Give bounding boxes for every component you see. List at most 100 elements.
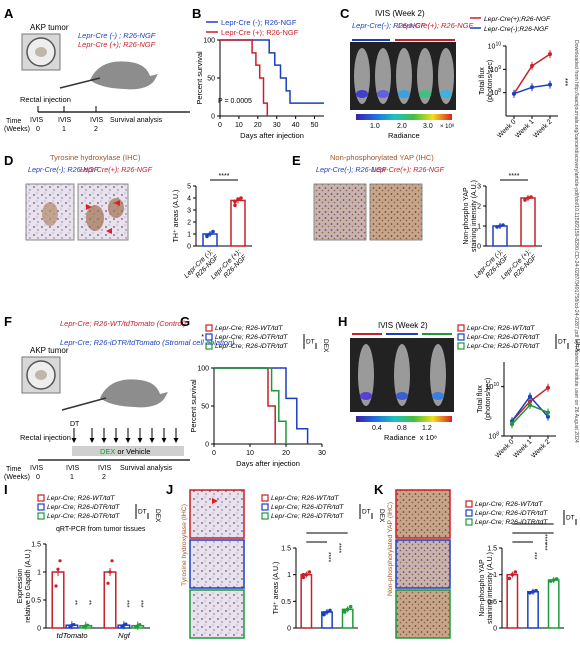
data-point [526, 196, 530, 200]
panel-c: C IVIS (Week 2) Lepr-Cre(-); R26-NGF Lep… [340, 6, 568, 140]
data-point [546, 410, 550, 415]
mouse-silhouette [354, 48, 370, 104]
panel-g: G Lepr-Cre; R26-WT/tdT Lepr-Cre; R26-iDTR… [180, 314, 329, 468]
scale-tick: 2.0 [397, 123, 407, 130]
data-point [86, 623, 90, 627]
x-tick-label: 0 [212, 450, 216, 457]
group-neg: Lepr-Cre(-); R26-NGF [316, 165, 387, 174]
legend: Lepr-Cre; R26-WT/tdT Lepr-Cre; R26-iDTR/t… [261, 494, 385, 523]
significance: **** [219, 173, 230, 180]
y-axis-label: Total flux(photons/sec) [479, 60, 494, 102]
stain-title: Tyrosine hydroxylase (IHC) [181, 504, 188, 586]
panel-letter: D [4, 153, 13, 168]
data-point [530, 85, 534, 90]
data-point [548, 82, 552, 87]
data-point [523, 198, 527, 202]
tumor-mass-icon [35, 370, 47, 380]
scale-tick: 1.0 [370, 123, 380, 130]
legend-label: Lepr-Cre; R26-WT/tdT [475, 501, 543, 508]
panel-letter: E [292, 153, 301, 168]
panel-letter: J [166, 482, 173, 497]
legend-label: Lepr-Cre; R26-iDTR/tdT [271, 513, 344, 520]
legend-swatch [465, 509, 473, 517]
data-point [208, 232, 212, 236]
significance: *** [541, 543, 548, 551]
pvalue: P = 0.0005 [218, 98, 252, 105]
nerve-bundle [108, 198, 124, 218]
dose-arrow-icon [149, 438, 155, 443]
y-tick-label: 50 [201, 404, 209, 411]
y-axis-label: Non-phospho YAPstaining intensity (A.U.) [463, 180, 478, 252]
timeline-ivis-2: IVIS [98, 465, 112, 472]
significance: *** [531, 552, 538, 560]
y-tick-label: 0 [37, 626, 41, 633]
y-tick-label: 108 [488, 432, 499, 441]
data-point [72, 623, 76, 627]
y-tick-label: 4 [187, 196, 191, 203]
bar [103, 571, 117, 629]
ihc-image-idtr-dex [395, 589, 451, 639]
time-label: Time (Weeks) [4, 466, 30, 481]
legend-neg: Lepr-Cre (-); R26-NGF [221, 18, 297, 27]
data-point [106, 581, 110, 585]
x-tick-label: 50 [311, 122, 319, 129]
legend-label: Lepr-Cre; R26-iDTR/tdT [47, 513, 120, 520]
data-point [534, 588, 538, 593]
legend: Lepr-Cre; R26-WT/tdT Lepr-Cre; R26-iDTR/t… [465, 500, 577, 526]
qpcr-bar-chart: 0 0.5 1 1.5 tdTomato ** ** Ngf *** *** Expressionr… [17, 542, 150, 640]
x-tick-label: 10 [235, 122, 243, 129]
data-point [528, 403, 532, 408]
significance: *** [561, 78, 568, 86]
significance: **** [509, 173, 520, 180]
y-tick-label: 0 [205, 442, 209, 449]
bioluminescence-signal [396, 392, 408, 400]
y-tick-label: 0 [287, 626, 291, 633]
bar [300, 573, 313, 629]
ihc-image-idtr-dex [189, 589, 245, 639]
data-point [301, 575, 306, 580]
y-tick-label: 108 [490, 88, 501, 97]
data-point [322, 611, 326, 615]
data-point [531, 589, 535, 594]
legend-swatch [37, 494, 45, 502]
y-axis-label: TH⁺ areas (A.U.) [173, 190, 180, 243]
legend-swatch [37, 512, 45, 520]
scale-label: Radiance x 10⁸ [384, 433, 437, 442]
dose-arrow-icon [173, 438, 179, 443]
legend-swatch [457, 333, 465, 341]
y-tick-label: 2 [187, 220, 191, 227]
mouse-silhouette [375, 48, 391, 104]
dt-label: DT [306, 339, 315, 346]
legend-swatch [457, 342, 465, 350]
data-point [528, 394, 532, 399]
survival-line [220, 39, 269, 116]
legend-label: Lepr-Cre; R26-iDTR/tdT [467, 334, 540, 341]
legend-label: Lepr-Cre; R26-iDTR/tdT [475, 519, 548, 526]
significance: *** [123, 600, 130, 608]
legend-label: Lepr-Cre; R26-iDTR/tdT [215, 334, 288, 341]
significance: * [201, 334, 204, 341]
time-label: Time (Weeks) [4, 118, 30, 133]
y-tick-label: 1 [37, 570, 41, 577]
legend-swatch [261, 503, 269, 511]
bioluminescence-signal [356, 90, 368, 98]
x-tick-label: 0 [218, 122, 222, 129]
y-tick-label: 0 [477, 244, 481, 251]
y-tick-label: 50 [207, 76, 215, 83]
timeline-week-0: 0 [36, 126, 40, 133]
dt-label: DT [362, 509, 371, 516]
nerve-bundle [86, 205, 104, 231]
scale-tick: 0.8 [397, 425, 407, 432]
y-axis-label: Non-phospho YAPstaining intensity (A.U.) [479, 552, 494, 624]
data-point [58, 559, 62, 563]
survival-line [214, 367, 276, 444]
bar [527, 590, 539, 629]
panel-d: D Tyrosine hydroxylase (IHC) Lepr-Cre(-)… [4, 153, 252, 281]
arrowhead-icon [114, 200, 120, 206]
x-tick-label: 10 [246, 450, 254, 457]
dex-label: DEX [154, 509, 161, 523]
x-tick-label: Week 1 [512, 438, 533, 459]
data-point [325, 610, 329, 614]
